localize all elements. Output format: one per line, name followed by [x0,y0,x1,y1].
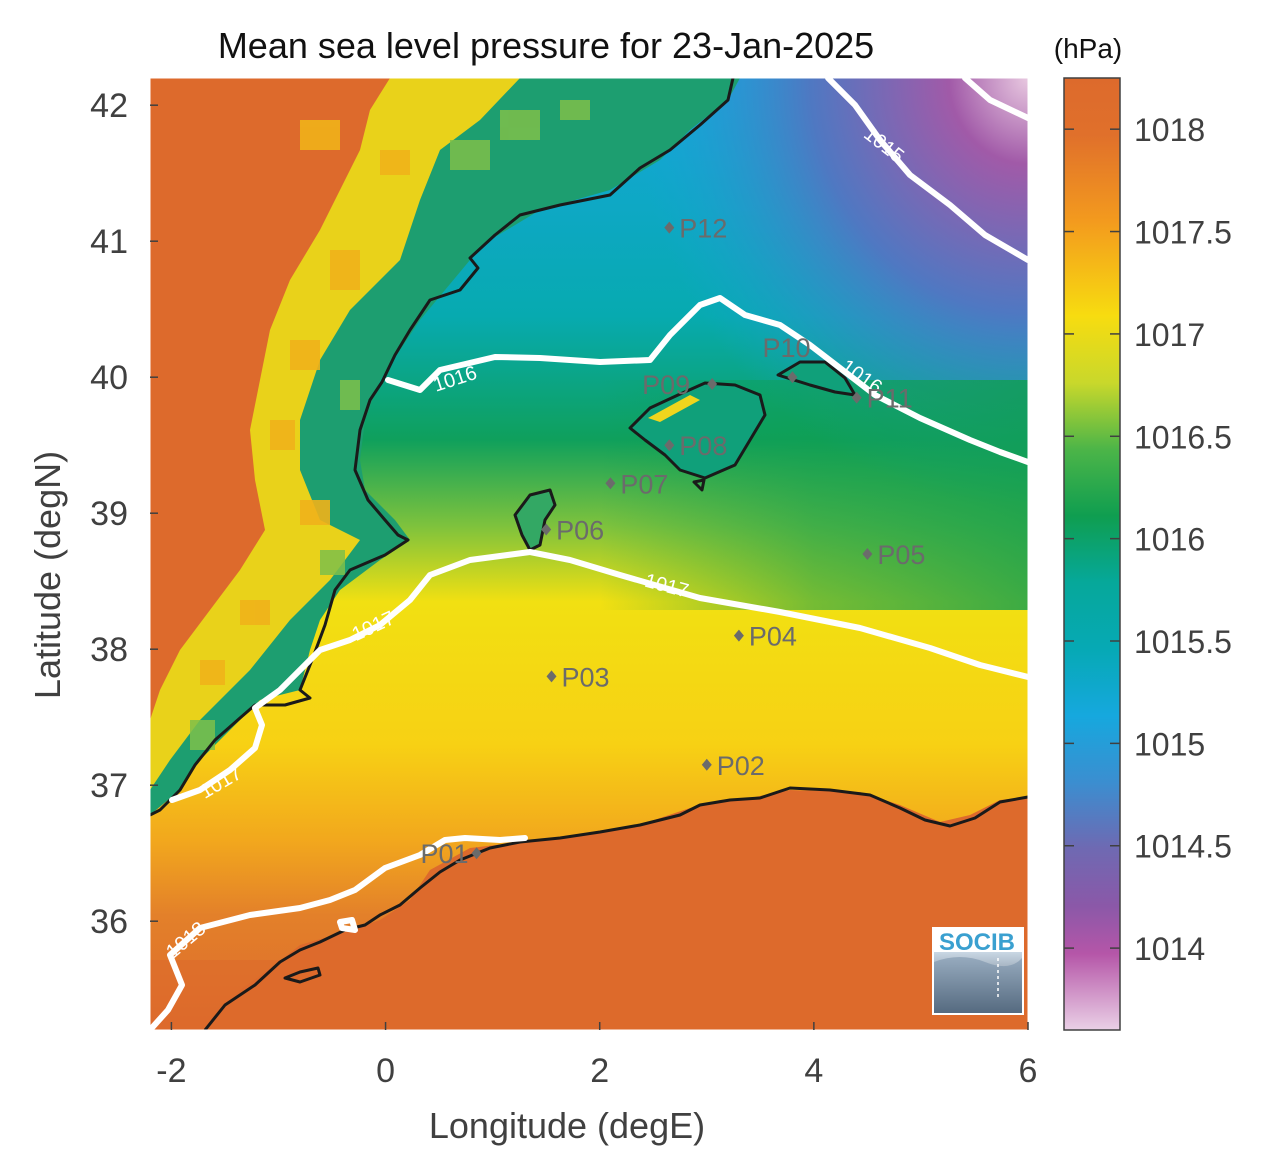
colorbar-ticks: 1018 1017.5 1017 1016.5 1016 1015.5 1015 1014.5… [1064,112,1232,967]
logo-wave [934,957,1022,1013]
station-marker-p05 [862,548,873,560]
station-label-p05: P05 [877,540,925,570]
isobar-1015 [825,78,1028,263]
iberia-land-orange [150,78,390,720]
mallorca-yellow-ridge [648,395,700,422]
x-axis-label: Longitude (degE) [429,1105,705,1146]
x-tick-label: 6 [1019,1052,1038,1090]
x-tick-label: 0 [376,1052,395,1090]
station-label-p02: P02 [717,751,765,781]
menorca-land [778,362,855,395]
station-label-p01: P01 [421,839,469,869]
station-marker-p01 [471,847,482,860]
socib-logo: SOCIB [932,927,1024,1015]
station-marker-p10 [787,371,798,384]
colorbar-gradient [1063,77,1121,1031]
colorbar-tick-label: 1015 [1134,726,1205,762]
terrain-speckle [200,120,410,685]
station-label-p10: P10 [762,333,810,363]
station-marker-p03 [546,670,557,683]
y-tick-label: 37 [90,767,128,805]
colorbar-tick-label: 1015.5 [1134,624,1232,660]
isobar-1018 [150,835,528,1030]
isobar-1017 [169,549,1028,803]
menorca-coastline [776,360,857,397]
isobar-1018-blob [337,917,358,933]
ibiza-land [515,490,555,550]
colorbar-tick-label: 1016 [1134,522,1205,558]
x-tick-label: 4 [804,1052,823,1090]
station-label-p09: P09 [642,370,690,400]
station-marker-p02 [701,758,712,771]
x-tick-label: 2 [590,1052,609,1090]
isobar-1015-corner [962,78,1028,121]
x-tick-label: -2 [156,1052,186,1090]
isobar-1016 [385,295,1028,465]
africa-shadow [150,960,1028,1030]
station-markers: P01 P02 P03 P04 P05 P06 P07 P08 P09 P10 P11 P12 [421,214,926,870]
colorbar: (hPa) 1018 1017.5 1017 1016.5 1016 1015.5 1015… [1054,33,1232,1031]
station-label-p12: P12 [679,214,727,244]
mallorca-coastline [628,381,767,480]
y-tick-label: 42 [90,87,128,125]
mallorca-land [630,383,765,478]
cabrera-coastline [692,478,706,492]
map-frame [149,77,1029,1031]
y-tick-label: 41 [90,223,128,261]
station-marker-p07 [605,477,616,490]
coastlines [150,78,1028,1030]
station-marker-p06 [541,523,552,536]
station-label-p04: P04 [749,622,797,652]
alboran-island-coastline [283,966,322,984]
north-africa-coastline [203,786,1028,1030]
figure-title: Mean sea level pressure for 23-Jan-2025 [218,25,874,66]
station-marker-p08 [664,439,675,452]
colorbar-tick-label: 1014 [1134,931,1205,967]
station-marker-p09 [707,378,718,390]
isobars [150,78,1028,1030]
station-label-p03: P03 [562,662,610,692]
logo-text: SOCIB [939,929,1015,956]
pressure-field [150,78,1028,1030]
station-label-p06: P06 [556,516,604,546]
ibiza-coastline [513,488,557,552]
colorbar-tick-label: 1017 [1134,317,1205,353]
y-axis-label: Latitude (degN) [27,451,68,699]
station-label-p07: P07 [620,469,668,499]
y-tick-label: 40 [90,359,128,397]
iberia-coastline [150,78,735,817]
station-label-p11: P11 [867,384,913,414]
station-marker-p04 [733,629,744,642]
station-marker-p12 [664,221,675,234]
colorbar-tick-label: 1016.5 [1134,419,1232,455]
station-label-p08: P08 [679,431,727,461]
y-axis-ticks: 42 41 40 39 38 37 36 [90,87,158,941]
colorbar-tick-label: 1014.5 [1134,829,1232,865]
colorbar-tick-label: 1018 [1134,112,1205,148]
colorbar-units: (hPa) [1054,33,1122,64]
x-axis-ticks: -2 0 2 4 6 [156,1022,1037,1090]
colorbar-tick-label: 1017.5 [1134,215,1232,251]
y-tick-label: 36 [90,903,128,941]
y-tick-label: 39 [90,495,128,533]
station-marker-p11 [851,391,862,404]
terrain-speckle-green [190,100,590,750]
y-tick-label: 38 [90,631,128,669]
